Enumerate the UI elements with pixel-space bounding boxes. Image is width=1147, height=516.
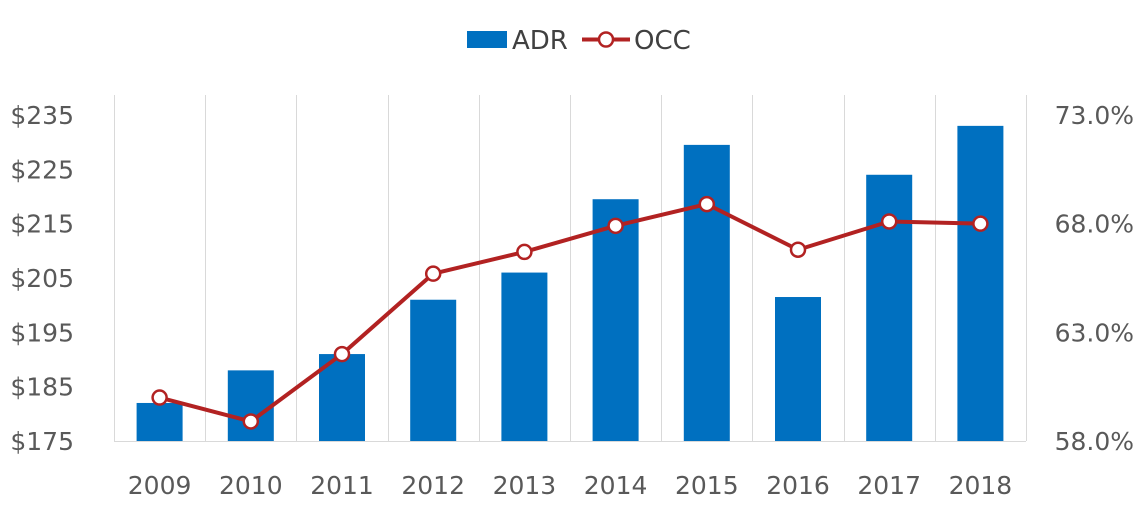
x-tick-label: 2015	[675, 471, 739, 500]
bar-adr-2014	[592, 199, 639, 441]
left-tick-label: $235	[10, 101, 74, 130]
point-occ-2010	[242, 413, 260, 430]
right-tick-label: 73.0%	[1055, 101, 1134, 130]
x-tick-label: 2018	[949, 471, 1013, 500]
bar-adr-2009	[136, 402, 183, 441]
left-axis-ticks: $175 $185 $195 $205 $215 $225 $235	[10, 101, 74, 456]
x-tick-label: 2010	[219, 471, 283, 500]
point-occ-2015	[698, 195, 716, 213]
left-tick-label: $195	[10, 318, 74, 347]
left-tick-label: $205	[10, 264, 74, 293]
legend-label-occ: OCC	[634, 26, 691, 56]
left-tick-label: $215	[10, 210, 74, 239]
x-tick-label: 2011	[310, 471, 374, 500]
occ-line	[151, 195, 989, 430]
bar-adr-2015	[683, 144, 730, 441]
point-occ-2016	[789, 241, 807, 258]
vertical-gridlines	[114, 95, 1027, 442]
point-occ-2012	[424, 265, 442, 282]
point-occ-2014	[607, 217, 624, 235]
legend-swatch-adr	[467, 31, 507, 48]
adr-bars	[136, 125, 1004, 441]
point-occ-2018	[972, 215, 989, 232]
x-tick-label: 2014	[584, 471, 648, 500]
point-occ-2011	[333, 345, 351, 363]
bar-adr-2018	[957, 125, 1004, 441]
bar-adr-2010	[227, 370, 274, 441]
right-tick-label: 58.0%	[1055, 427, 1134, 456]
point-occ-2009	[151, 389, 168, 406]
bar-adr-2012	[410, 299, 457, 441]
occ-series-line	[159, 202, 981, 424]
legend: ADR OCC	[467, 26, 691, 56]
right-tick-label: 63.0%	[1055, 318, 1134, 347]
left-tick-label: $225	[10, 155, 74, 184]
point-occ-2013	[516, 243, 533, 261]
legend-swatch-occ-marker	[597, 31, 615, 48]
x-tick-label: 2009	[128, 471, 192, 500]
x-tick-label: 2012	[401, 471, 465, 500]
x-tick-label: 2017	[857, 471, 921, 500]
left-tick-label: $185	[10, 373, 74, 402]
x-tick-label: 2013	[493, 471, 557, 500]
legend-label-adr: ADR	[512, 26, 568, 56]
right-tick-label: 68.0%	[1055, 210, 1134, 239]
bar-adr-2011	[319, 354, 365, 441]
left-tick-label: $175	[10, 427, 74, 456]
x-tick-label: 2016	[766, 471, 830, 500]
point-occ-2017	[880, 213, 898, 230]
x-axis-ticks: 2009 2010 2011 2012 2013 2014 2015 2016 2017 2018	[128, 471, 1012, 500]
right-axis-ticks: 58.0% 63.0% 68.0% 73.0%	[1055, 101, 1134, 456]
bar-adr-2013	[501, 272, 548, 441]
bar-adr-2016	[775, 297, 821, 441]
